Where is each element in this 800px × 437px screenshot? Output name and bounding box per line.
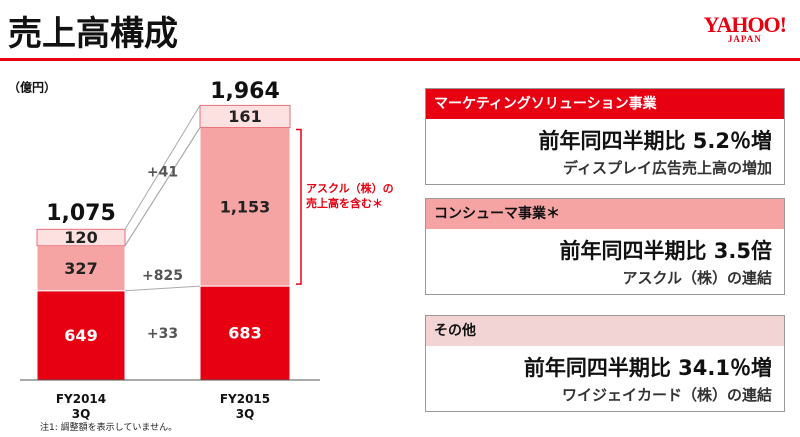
value-label: 120: [64, 228, 97, 247]
total-label: 1,964: [210, 79, 280, 104]
logo-sub: JAPAN: [727, 34, 762, 44]
connector: [124, 105, 201, 230]
value-label: 161: [228, 107, 261, 126]
title-rule: [0, 58, 800, 61]
panel: マーケティングソリューション事業前年同四半期比 5.2％増ディスプレイ広告売上高…: [425, 88, 785, 185]
panel-headline: 前年同四半期比 3.5倍: [559, 239, 772, 263]
bar-segment: [199, 127, 291, 287]
bar-segment: [199, 104, 291, 129]
panel-detail: ディスプレイ広告売上高の増加: [563, 159, 772, 177]
bar-segment: [36, 228, 126, 247]
bar-segment: [36, 245, 126, 292]
panel-detail: ワイジェイカード（株）の連結: [561, 386, 772, 404]
value-label: 327: [64, 259, 97, 278]
value-label: 683: [228, 324, 261, 343]
delta-label: +41: [147, 165, 178, 181]
panel-detail: アスクル（株）の連結: [622, 269, 772, 287]
chart: （億円） 649 327 120 1,075 683 1,153 161 1,964 +33 +82…: [8, 79, 320, 381]
value-label: 1,153: [220, 197, 271, 216]
panel-header: マーケティングソリューション事業: [426, 89, 784, 119]
bracket: [296, 128, 302, 285]
delta-label: +33: [147, 326, 178, 342]
slide-title: 売上高構成: [8, 14, 178, 54]
panel: その他前年同四半期比 34.1％増ワイジェイカード（株）の連結: [425, 315, 785, 412]
bracket-note: アスクル（株）の 売上高を含む＊: [306, 181, 394, 210]
panel-header: その他: [426, 316, 784, 346]
connector: [124, 127, 201, 247]
panel-headline: 前年同四半期比 34.1％増: [523, 356, 772, 380]
panel-header: コンシューマ事業＊: [426, 199, 784, 229]
footnote: 注1: 調整額を表示していません。: [40, 423, 178, 433]
delta-label: +825: [142, 268, 183, 284]
unit-label: （億円）: [8, 80, 56, 95]
logo-text: YAHOO!: [703, 12, 787, 37]
panel-headline: 前年同四半期比 5.2％増: [538, 129, 772, 153]
category-label: FY2015 3Q: [219, 392, 271, 421]
total-label: 1,075: [46, 201, 116, 226]
category-label: FY2014 3Q: [55, 392, 107, 421]
value-label: 649: [64, 326, 97, 345]
logo: YAHOO! JAPAN: [703, 12, 787, 44]
connector: [124, 285, 201, 292]
panel: コンシューマ事業＊ 前年同四半期比 3.5倍アスクル（株）の連結: [425, 198, 785, 295]
